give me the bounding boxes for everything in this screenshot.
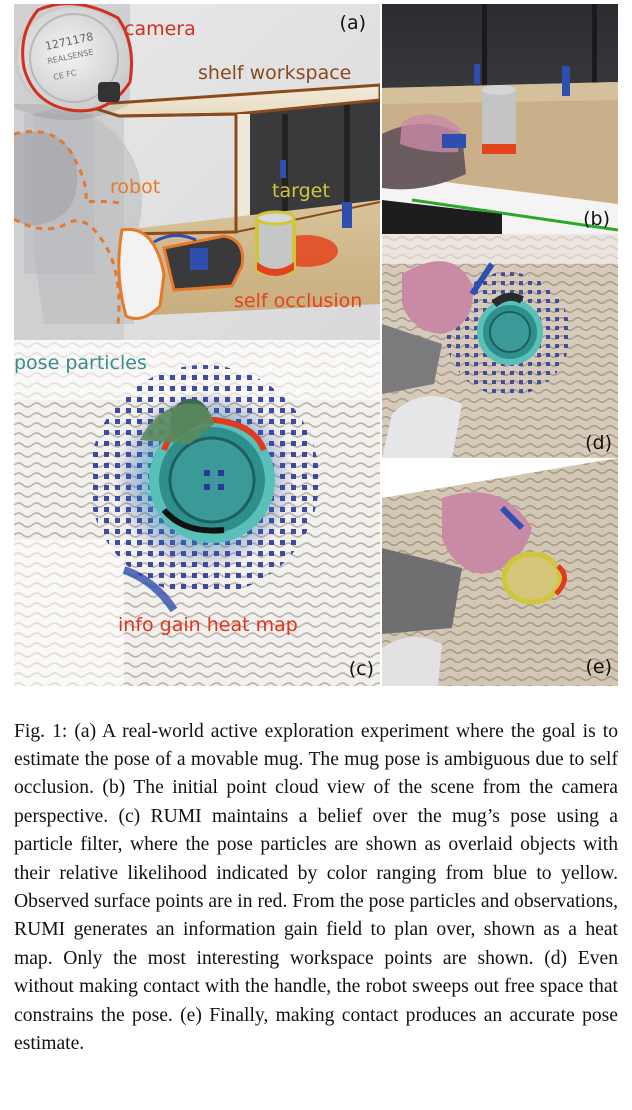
figure-caption: Fig. 1: (a) A real-world active explorat… [14, 720, 618, 1055]
panel-e: (e) [382, 458, 618, 686]
panel-b-label: (b) [583, 208, 610, 230]
panel-d: (d) [382, 234, 618, 458]
panel-b-point-cloud [382, 4, 618, 234]
panel-c: pose particles info gain heat map (c) [14, 340, 380, 686]
panel-d-label: (d) [585, 432, 612, 454]
panel-c-label: (c) [348, 658, 374, 680]
pose-particles-annotation: pose particles [14, 352, 147, 374]
panel-e-label: (e) [585, 656, 612, 678]
shelf-workspace-annotation: shelf workspace [198, 62, 352, 84]
panel-a-illustration: 1271178 REALSENSE CE FC [14, 4, 380, 340]
panel-d-point-cloud [382, 234, 618, 458]
panel-e-point-cloud [382, 458, 618, 686]
panel-c-particle-heatmap [14, 340, 380, 686]
self-occlusion-annotation: self occlusion [234, 290, 363, 312]
camera-annotation: camera [124, 18, 196, 40]
info-gain-heat-map-annotation: info gain heat map [118, 614, 298, 636]
panel-b: (b) [382, 4, 618, 234]
robot-annotation: robot [110, 176, 161, 198]
target-annotation: target [272, 180, 330, 202]
panel-a: 1271178 REALSENSE CE FC (a) camera shelf… [14, 4, 380, 340]
panel-a-label: (a) [339, 12, 366, 34]
